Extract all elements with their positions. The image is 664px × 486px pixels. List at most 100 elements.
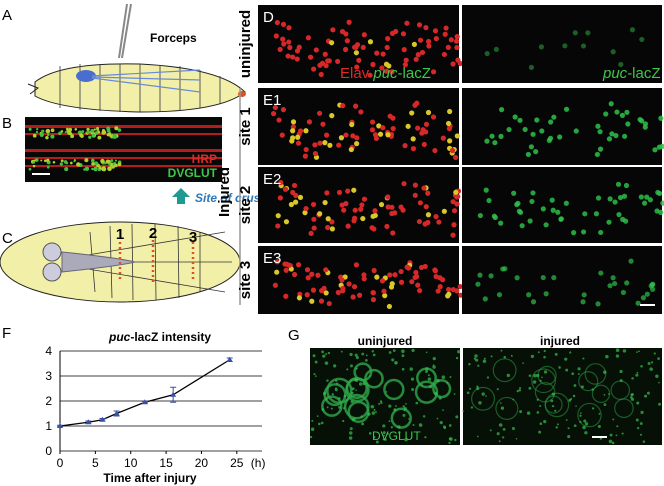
nucleus (409, 110, 415, 116)
nucleus (445, 286, 452, 293)
puncta (41, 129, 45, 133)
puncta (382, 431, 386, 435)
nucleus (658, 115, 664, 121)
nucleus (496, 292, 503, 298)
nucleus (272, 282, 278, 288)
nucleus (410, 136, 416, 142)
nucleus (430, 69, 437, 75)
neuron (531, 368, 556, 394)
nucleus (433, 213, 439, 220)
nucleus (543, 222, 549, 228)
puncta (573, 384, 577, 387)
nucleus (443, 25, 449, 31)
puncta (365, 354, 368, 357)
puncta (358, 382, 363, 386)
puncta (498, 423, 503, 427)
x-tick-label: 20 (195, 456, 209, 470)
puncta (631, 377, 634, 380)
nucleus (644, 291, 650, 297)
puncta (112, 134, 117, 139)
nucleus (372, 208, 378, 214)
nucleus (639, 36, 645, 43)
puncta (387, 433, 389, 435)
nucleus (617, 194, 624, 201)
x-tick-label: 15 (159, 456, 173, 470)
x-tick-label: 25 (230, 456, 244, 470)
nucleus (361, 196, 368, 202)
nucleus (302, 153, 308, 159)
micrograph-pair (309, 348, 662, 445)
nucleus (582, 211, 588, 217)
puncta (52, 160, 56, 164)
nucleus (491, 213, 497, 219)
nucleus (323, 290, 329, 296)
y-tick-label: 1 (45, 419, 52, 433)
nucleus (580, 43, 587, 49)
puncta (393, 408, 397, 412)
puncta (58, 131, 62, 136)
puncta (64, 167, 69, 172)
nucleus (436, 219, 442, 225)
nucleus (581, 292, 587, 298)
panel-label: D (263, 9, 274, 26)
puncta (402, 413, 406, 417)
nucleus (482, 296, 488, 302)
nucleus (335, 289, 341, 296)
puncta (502, 427, 506, 431)
nucleus (295, 140, 302, 146)
nucleus (528, 144, 534, 150)
nucleus (373, 135, 380, 141)
puncta (511, 426, 515, 431)
puncta (334, 388, 338, 392)
puncta (83, 168, 86, 171)
nucleus (624, 280, 630, 286)
puncta (584, 422, 589, 426)
nucleus (415, 125, 421, 131)
nucleus (351, 284, 358, 290)
puncta (579, 414, 582, 417)
nucleus (412, 274, 418, 281)
nucleus (425, 190, 431, 196)
puncta (468, 387, 472, 390)
nucleus (453, 38, 460, 44)
nucleus (401, 181, 407, 187)
puncta (84, 166, 90, 171)
puncta (402, 405, 405, 408)
nucleus (454, 34, 460, 40)
y-tick-label: 3 (45, 369, 52, 383)
panel-label: A (2, 7, 12, 24)
neuron (383, 378, 405, 401)
nucleus (418, 264, 425, 271)
puncta (483, 357, 486, 360)
puncta (476, 435, 479, 438)
nucleus (341, 207, 347, 213)
nucleus (423, 25, 429, 31)
nucleus (489, 133, 495, 139)
nucleus (398, 204, 404, 210)
puncta (519, 410, 523, 414)
puncta (573, 424, 577, 428)
puncta (39, 132, 44, 138)
nucleus (441, 208, 447, 214)
nucleus (432, 28, 439, 34)
puncta (583, 419, 587, 423)
puncta (84, 158, 89, 163)
neuron (432, 379, 452, 399)
nucleus (329, 40, 335, 46)
forceps-drawing (118, 3, 132, 59)
puncta (411, 348, 415, 353)
nucleus (360, 215, 366, 222)
nucleus (540, 206, 546, 212)
puncta (109, 134, 113, 138)
nucleus (353, 103, 359, 109)
nucleus (425, 38, 432, 45)
nucleus (349, 121, 355, 128)
puncta (327, 351, 331, 355)
nucleus (374, 50, 380, 56)
nucleus (624, 109, 630, 115)
puncta (378, 402, 381, 405)
nucleus (433, 36, 439, 42)
puncta (568, 398, 572, 402)
puncta (506, 373, 510, 378)
nucleus (303, 128, 309, 134)
